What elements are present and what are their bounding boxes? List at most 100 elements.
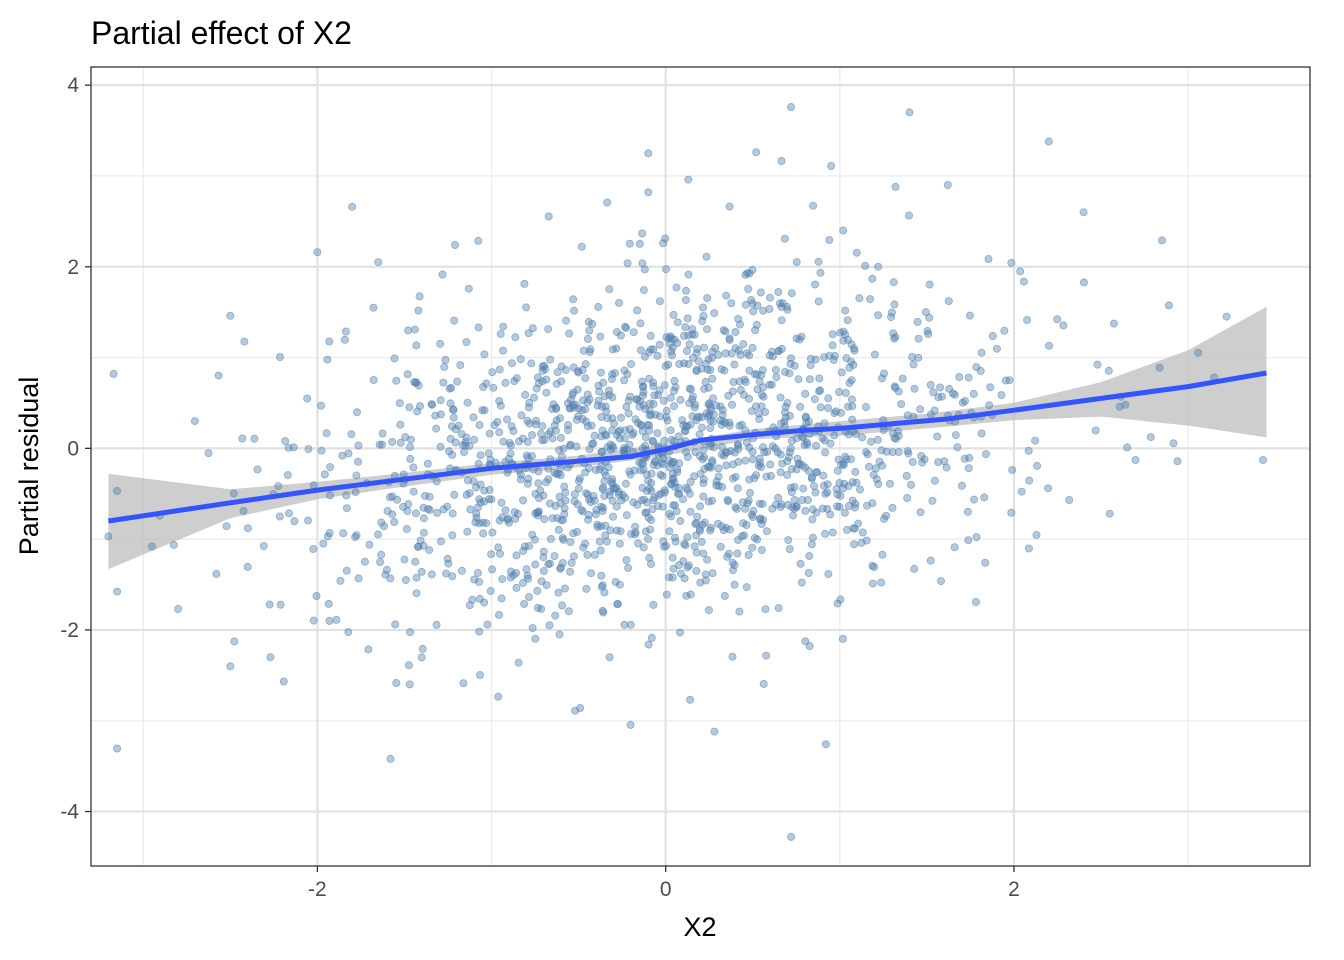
data-point	[768, 504, 777, 513]
data-point	[413, 407, 422, 416]
data-point	[874, 480, 883, 489]
data-point	[542, 478, 551, 487]
data-point	[735, 607, 744, 616]
data-point	[786, 359, 795, 368]
data-point	[401, 433, 410, 442]
data-point	[964, 464, 973, 473]
data-point	[613, 431, 622, 440]
data-point	[858, 528, 867, 537]
data-point	[572, 442, 581, 451]
data-point	[581, 405, 590, 414]
data-point	[593, 523, 602, 532]
data-point	[683, 452, 692, 461]
data-point	[681, 323, 690, 332]
data-point	[891, 182, 900, 191]
data-point	[951, 431, 960, 440]
data-point	[289, 443, 298, 452]
data-point	[948, 389, 957, 398]
data-point	[647, 633, 656, 642]
data-point	[977, 429, 986, 438]
data-point	[870, 350, 879, 359]
data-point	[578, 365, 587, 374]
data-point	[338, 451, 347, 460]
data-point	[669, 564, 678, 573]
data-point	[276, 600, 285, 609]
data-point	[1093, 360, 1102, 369]
data-point	[595, 465, 604, 474]
data-point	[699, 303, 708, 312]
data-point	[727, 299, 736, 308]
data-point	[933, 432, 942, 441]
data-point	[878, 374, 887, 383]
data-point	[897, 400, 906, 409]
data-point	[284, 509, 293, 518]
data-point	[392, 679, 401, 688]
data-point	[405, 628, 414, 637]
data-point	[1000, 326, 1009, 335]
data-point	[735, 421, 744, 430]
data-point	[905, 108, 914, 117]
data-point	[918, 458, 927, 467]
data-point	[552, 416, 561, 425]
data-point	[446, 399, 455, 408]
data-point	[454, 421, 463, 430]
data-point	[530, 393, 539, 402]
data-point	[824, 394, 833, 403]
y-tick-label: 4	[67, 74, 79, 97]
data-point	[670, 402, 679, 411]
data-point	[522, 303, 531, 312]
data-point	[868, 274, 877, 283]
data-point	[475, 671, 484, 680]
data-point	[758, 500, 767, 509]
data-point	[538, 422, 547, 431]
data-point	[702, 252, 711, 261]
data-point	[567, 558, 576, 567]
data-point	[322, 429, 331, 438]
data-point	[928, 496, 937, 505]
data-point	[595, 387, 604, 396]
data-point	[538, 362, 547, 371]
data-point	[489, 383, 498, 392]
data-point	[622, 323, 631, 332]
data-point	[1016, 267, 1025, 276]
data-point	[673, 468, 682, 477]
data-point	[638, 427, 647, 436]
data-point	[696, 502, 705, 511]
data-point	[1025, 476, 1034, 485]
data-point	[789, 511, 798, 520]
data-point	[589, 439, 598, 448]
data-point	[535, 379, 544, 388]
data-point	[755, 377, 764, 386]
data-point	[824, 570, 833, 579]
data-point	[818, 434, 827, 443]
data-point	[1023, 315, 1032, 324]
data-point	[647, 469, 656, 478]
data-point	[650, 493, 659, 502]
data-point	[613, 599, 622, 608]
data-point	[534, 507, 543, 516]
data-point	[377, 518, 386, 527]
data-point	[487, 495, 496, 504]
data-point	[323, 532, 332, 541]
data-point	[501, 378, 510, 387]
data-point	[644, 188, 653, 197]
data-point	[631, 522, 640, 531]
data-point	[544, 212, 553, 221]
data-point	[686, 420, 695, 429]
data-point	[469, 413, 478, 422]
data-point	[792, 501, 801, 510]
data-point	[432, 477, 441, 486]
data-point	[510, 508, 519, 517]
data-point	[717, 450, 726, 459]
data-point	[369, 375, 378, 384]
data-point	[725, 335, 734, 344]
data-point	[436, 537, 445, 546]
data-point	[449, 413, 458, 422]
data-point	[844, 430, 853, 439]
data-point	[798, 495, 807, 504]
x-tick-label: 2	[1008, 878, 1020, 901]
data-point	[336, 576, 345, 585]
data-point	[462, 338, 471, 347]
data-point	[886, 479, 895, 488]
